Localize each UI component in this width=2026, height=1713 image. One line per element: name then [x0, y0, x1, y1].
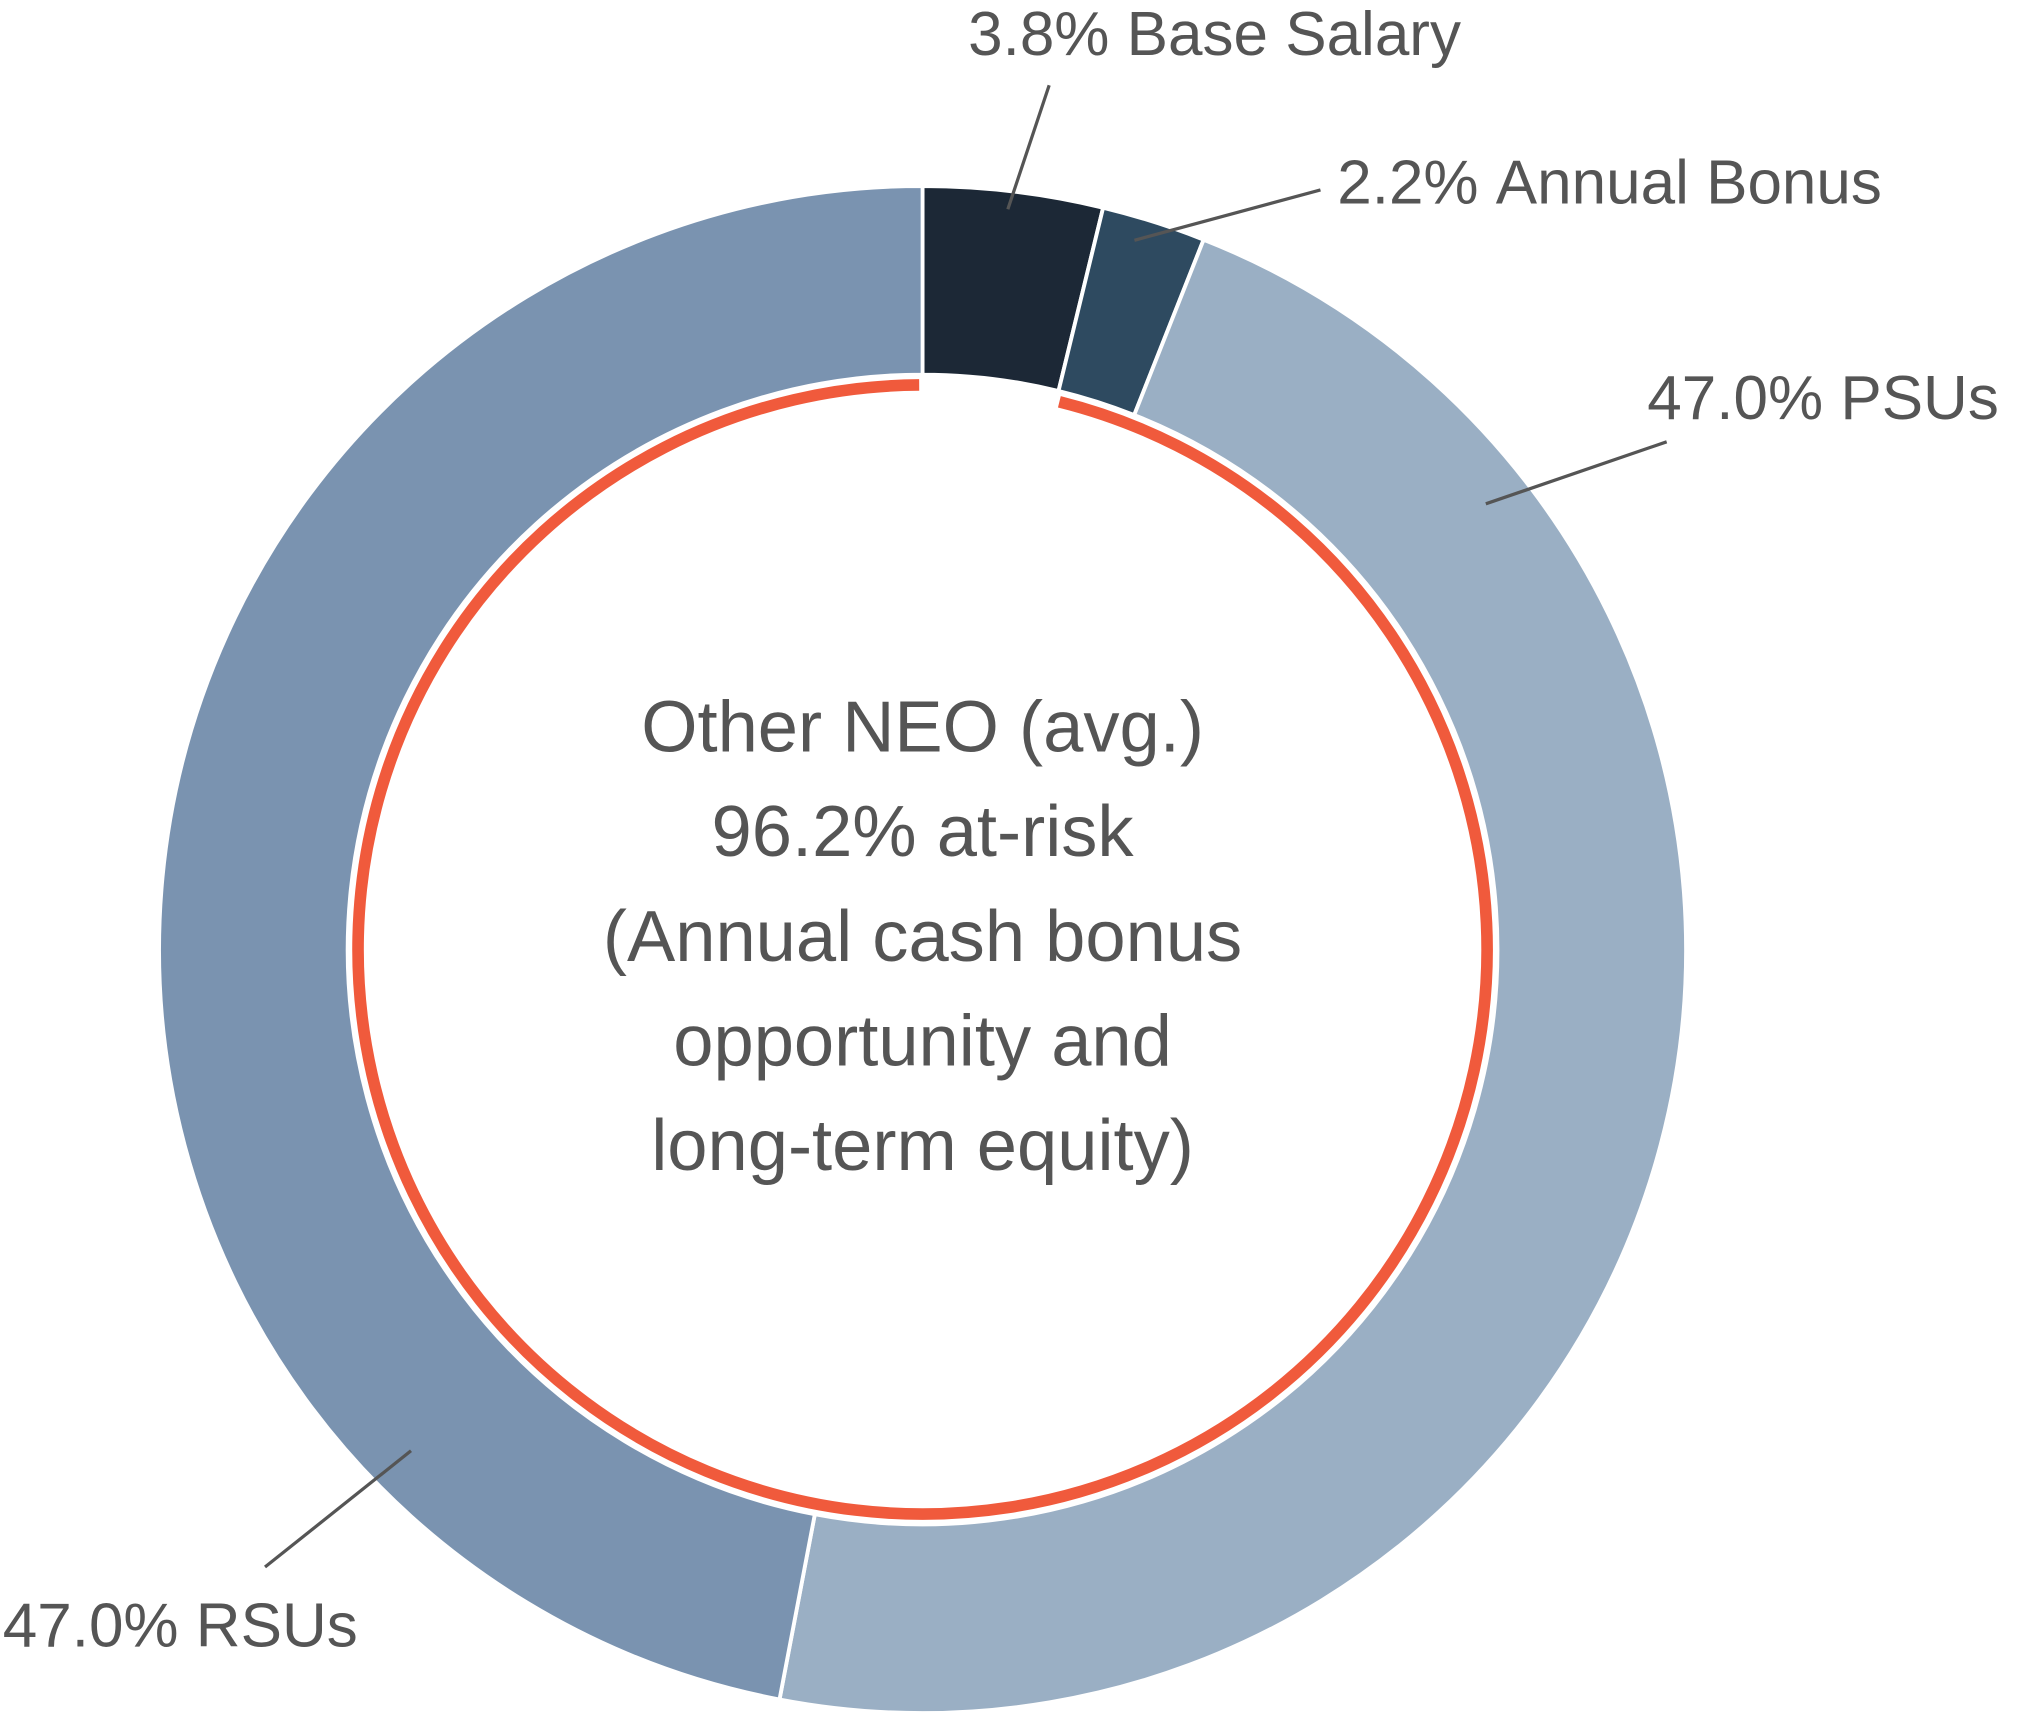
- leader-line: [1485, 440, 1668, 506]
- center-text: Other NEO (avg.): [641, 688, 1204, 768]
- category-label: RSUs: [196, 1592, 358, 1661]
- data-label: 3.8% Base Salary: [968, 0, 1461, 69]
- center-text: opportunity and: [673, 1002, 1172, 1082]
- center-text: 96.2% at-risk: [712, 792, 1135, 872]
- value-label: 47.0%: [1647, 364, 1823, 433]
- value-label: 3.8%: [968, 0, 1109, 69]
- leader-line: [1134, 188, 1321, 242]
- donut-segment: [157, 184, 925, 1702]
- data-label: 2.2% Annual Bonus: [1337, 149, 1882, 218]
- donut-segment: [777, 237, 1688, 1713]
- leader-line: [1006, 84, 1051, 210]
- value-label: 2.2%: [1337, 149, 1478, 218]
- data-label: 47.0% RSUs: [3, 1592, 358, 1661]
- center-text: long-term equity): [651, 1106, 1194, 1186]
- category-label: Base Salary: [1127, 0, 1461, 69]
- value-label: 47.0%: [3, 1592, 179, 1661]
- data-label: 47.0% PSUs: [1647, 364, 1999, 433]
- category-label: PSUs: [1840, 364, 1998, 433]
- center-text: (Annual cash bonus: [603, 897, 1242, 977]
- category-label: Annual Bonus: [1496, 149, 1882, 218]
- leader-line: [264, 1449, 413, 1569]
- at-risk-ring: [352, 379, 1493, 1520]
